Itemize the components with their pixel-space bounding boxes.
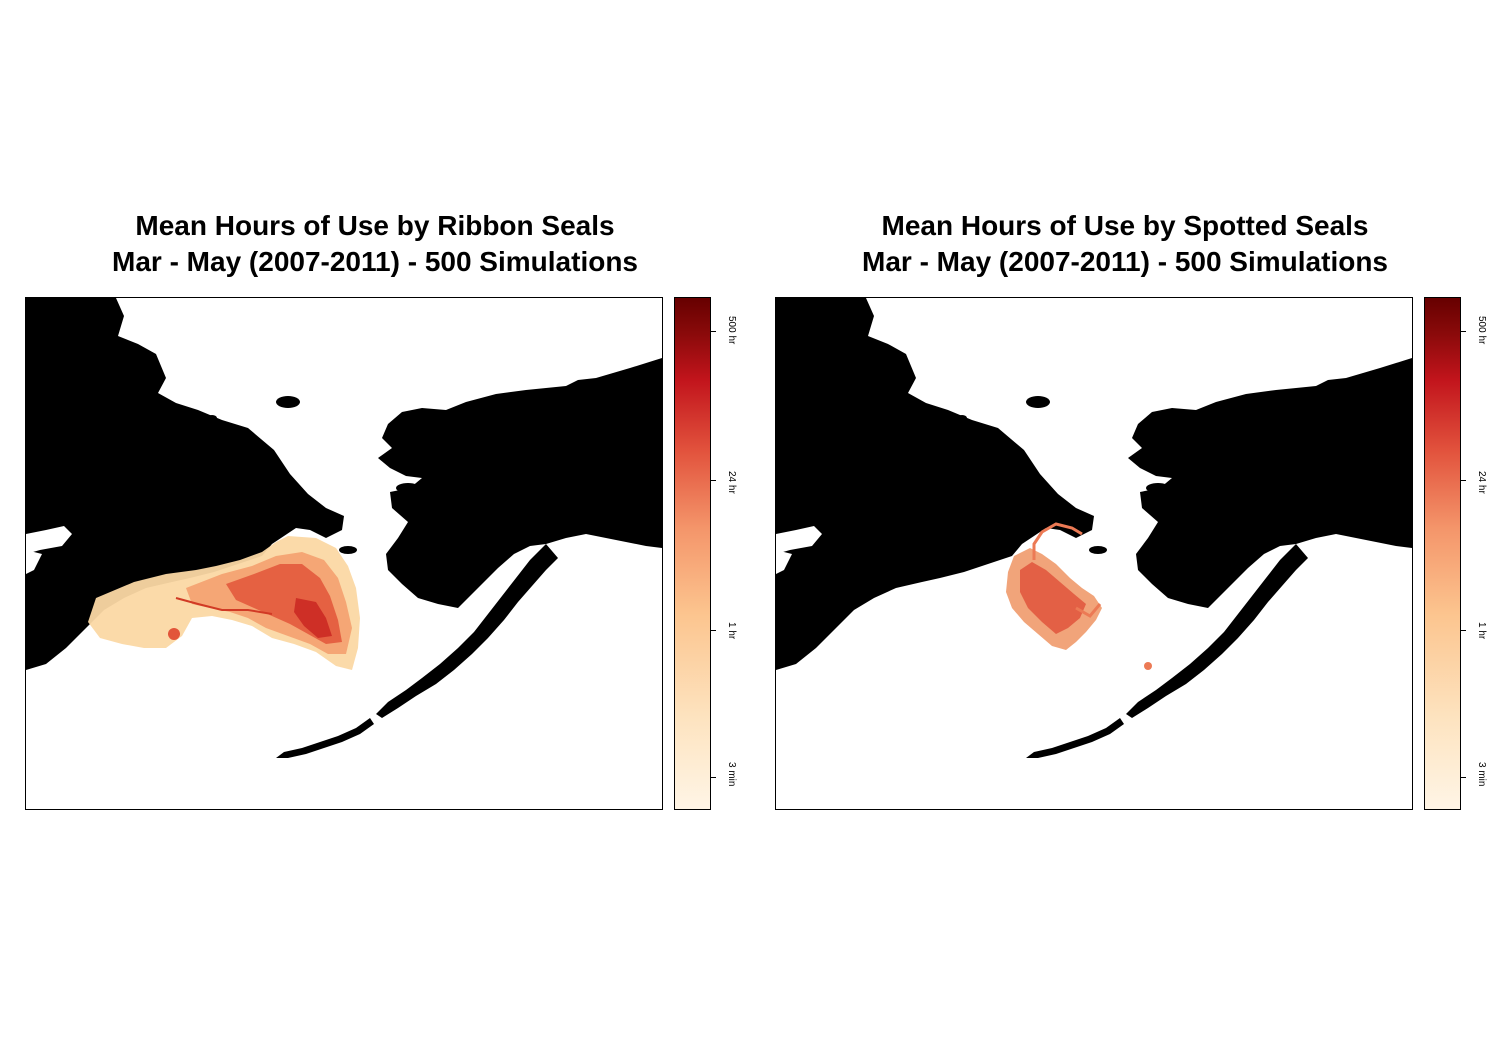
map-title-line2: Mar - May (2007-2011) - 500 Simulations — [112, 246, 638, 277]
colorbar-tick — [711, 331, 716, 332]
use-track — [1032, 522, 1083, 560]
land-mass — [26, 298, 662, 758]
land-alaska-peninsula — [1126, 544, 1308, 718]
colorbar-tick-label: 3 min — [726, 762, 737, 787]
land-mass — [776, 298, 1412, 758]
land-kamchatka — [776, 526, 822, 554]
land-alaska-peninsula — [376, 544, 558, 718]
use-track — [1075, 603, 1102, 618]
land-island — [207, 415, 217, 421]
map-title-line1: Mean Hours of Use by Ribbon Seals — [135, 210, 615, 241]
map-canvas — [776, 298, 1412, 758]
land-alaska — [378, 358, 662, 608]
land-koryak — [776, 550, 792, 574]
use-region-high — [1020, 562, 1086, 634]
land-island — [339, 546, 357, 554]
land-siberia — [776, 298, 1094, 670]
use-intensity-layer — [1006, 522, 1152, 670]
land-island — [1026, 396, 1050, 408]
colorbar-tick — [711, 630, 716, 631]
colorbar-legend — [674, 297, 711, 810]
use-track — [175, 597, 273, 615]
map-panel-ribbon-seals — [25, 297, 663, 810]
colorbar-tick-label: 500 hr — [1476, 316, 1487, 345]
colorbar-tick-label: 1 hr — [1476, 622, 1487, 640]
colorbar-tick — [711, 480, 716, 481]
land-st-lawrence-island — [1146, 483, 1170, 493]
map-title-line2: Mar - May (2007-2011) - 500 Simulations — [862, 246, 1388, 277]
map-title-spotted-seals: Mean Hours of Use by Spotted Seals Mar -… — [775, 208, 1475, 280]
land-kamchatka — [26, 526, 72, 554]
colorbar-tick — [711, 777, 716, 778]
colorbar-tick — [1461, 480, 1466, 481]
land-alaska — [1128, 358, 1412, 608]
land-koryak — [26, 550, 42, 574]
colorbar-tick-label: 24 hr — [726, 471, 737, 494]
land-st-lawrence-island — [396, 483, 420, 493]
land-island — [1089, 546, 1107, 554]
colorbar-legend — [1424, 297, 1461, 810]
colorbar-tick-label: 1 hr — [726, 622, 737, 640]
map-canvas — [26, 298, 662, 758]
map-title-line1: Mean Hours of Use by Spotted Seals — [881, 210, 1369, 241]
land-aleutians — [276, 718, 374, 758]
land-aleutians — [1026, 718, 1124, 758]
land-island — [957, 415, 967, 421]
colorbar-tick — [1461, 630, 1466, 631]
colorbar-tick — [1461, 331, 1466, 332]
land-island — [276, 396, 300, 408]
use-spot — [1144, 662, 1152, 670]
use-region-peak — [294, 598, 332, 638]
map-panel-spotted-seals — [775, 297, 1413, 810]
colorbar-tick-label: 500 hr — [726, 316, 737, 345]
land-siberia — [26, 298, 344, 670]
colorbar-tick-label: 24 hr — [1476, 471, 1487, 494]
map-title-ribbon-seals: Mean Hours of Use by Ribbon Seals Mar - … — [25, 208, 725, 280]
colorbar-tick-label: 3 min — [1476, 762, 1487, 787]
colorbar-tick — [1461, 777, 1466, 778]
use-intensity-layer — [88, 536, 360, 670]
use-spot — [168, 628, 180, 640]
